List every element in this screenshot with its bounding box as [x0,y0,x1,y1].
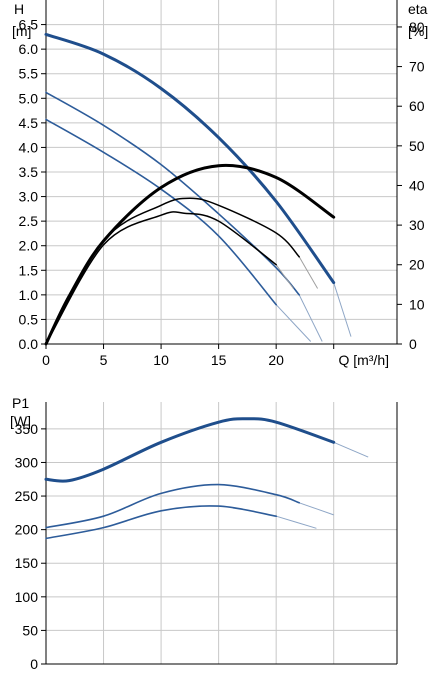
power-axis-label: P1 [12,395,29,411]
eta-curve-2 [45,211,277,345]
power-curve-ext-0 [333,441,369,458]
head-tick-label-5: 2.5 [19,213,39,229]
head-curve-ext-0 [333,282,352,337]
head-curve-ext-1 [298,294,323,342]
eta-curve-ext-2 [275,264,294,289]
power-tick-label-4: 200 [15,522,39,538]
head-tick-label-13: 6.5 [19,17,39,33]
eta-tick-label-8: 80 [409,19,425,35]
power-tick-label-6: 300 [15,454,39,470]
eta-tick-label-0: 0 [409,336,417,352]
head-tick-label-9: 4.5 [19,115,39,131]
power-tick-label-1: 50 [22,622,38,638]
eta-tick-label-2: 20 [409,257,425,273]
eta-tick-label-7: 70 [409,59,425,75]
power-curve-ext-2 [276,515,317,529]
flow-axis-label: Q [m³/h] [338,352,389,368]
head-tick-label-10: 5.0 [19,90,39,106]
head-tick-label-4: 2.0 [19,238,39,254]
flow-tick-label-2: 10 [153,352,169,368]
head-tick-label-2: 1.0 [19,287,39,303]
eta-tick-label-5: 50 [409,138,425,154]
power-tick-label-5: 250 [15,488,39,504]
power-curve-ext-1 [299,502,334,516]
eta-tick-label-1: 10 [409,296,425,312]
head-tick-label-0: 0.0 [19,336,39,352]
eta-tick-label-6: 60 [409,98,425,114]
head-tick-label-3: 1.5 [19,262,39,278]
eta-axis-unit: [%] [408,23,428,39]
head-tick-label-12: 6.0 [19,41,39,57]
head-efficiency-chart: H [m] eta [%] 0.0 0.5 1.0 1.5 2.0 2.5 3.0 3.5 4.0 4.5… [12,0,428,368]
head-tick-label-11: 5.5 [19,66,39,82]
head-curve-1 [45,91,300,296]
power-curve-2 [45,505,277,540]
flow-tick-label-3: 15 [211,352,227,368]
flow-tick-label-1: 5 [100,352,108,368]
head-tick-label-8: 4.0 [19,139,39,155]
power-axis-unit: [W] [10,413,31,429]
eta-curve-1 [45,197,300,345]
head-tick-label-6: 3.0 [19,189,39,205]
eta-tick-label-4: 40 [409,177,425,193]
eta-curve-0 [44,163,336,346]
head-axis-label: H [14,1,24,17]
flow-tick-label-4: 20 [268,352,284,368]
eta-axis-label: eta [408,1,428,17]
power-curve-0 [44,417,336,483]
head-tick-label-7: 3.5 [19,164,39,180]
flow-tick-label-0: 0 [42,352,50,368]
power-chart: P1 [W] 0 50 100 150 200 250 300 350 [10,395,398,672]
power-curve-1 [45,483,300,529]
head-curve-0 [44,32,336,285]
power-tick-label-0: 0 [30,656,38,672]
eta-tick-label-3: 30 [409,217,425,233]
power-tick-label-7: 350 [15,421,39,437]
power-tick-label-2: 100 [15,589,39,605]
eta-curve-ext-1 [298,256,319,289]
power-tick-label-3: 150 [15,555,39,571]
head-curve-ext-2 [275,304,312,342]
head-tick-label-1: 0.5 [19,311,39,327]
head-axis-unit: [m] [12,23,31,39]
